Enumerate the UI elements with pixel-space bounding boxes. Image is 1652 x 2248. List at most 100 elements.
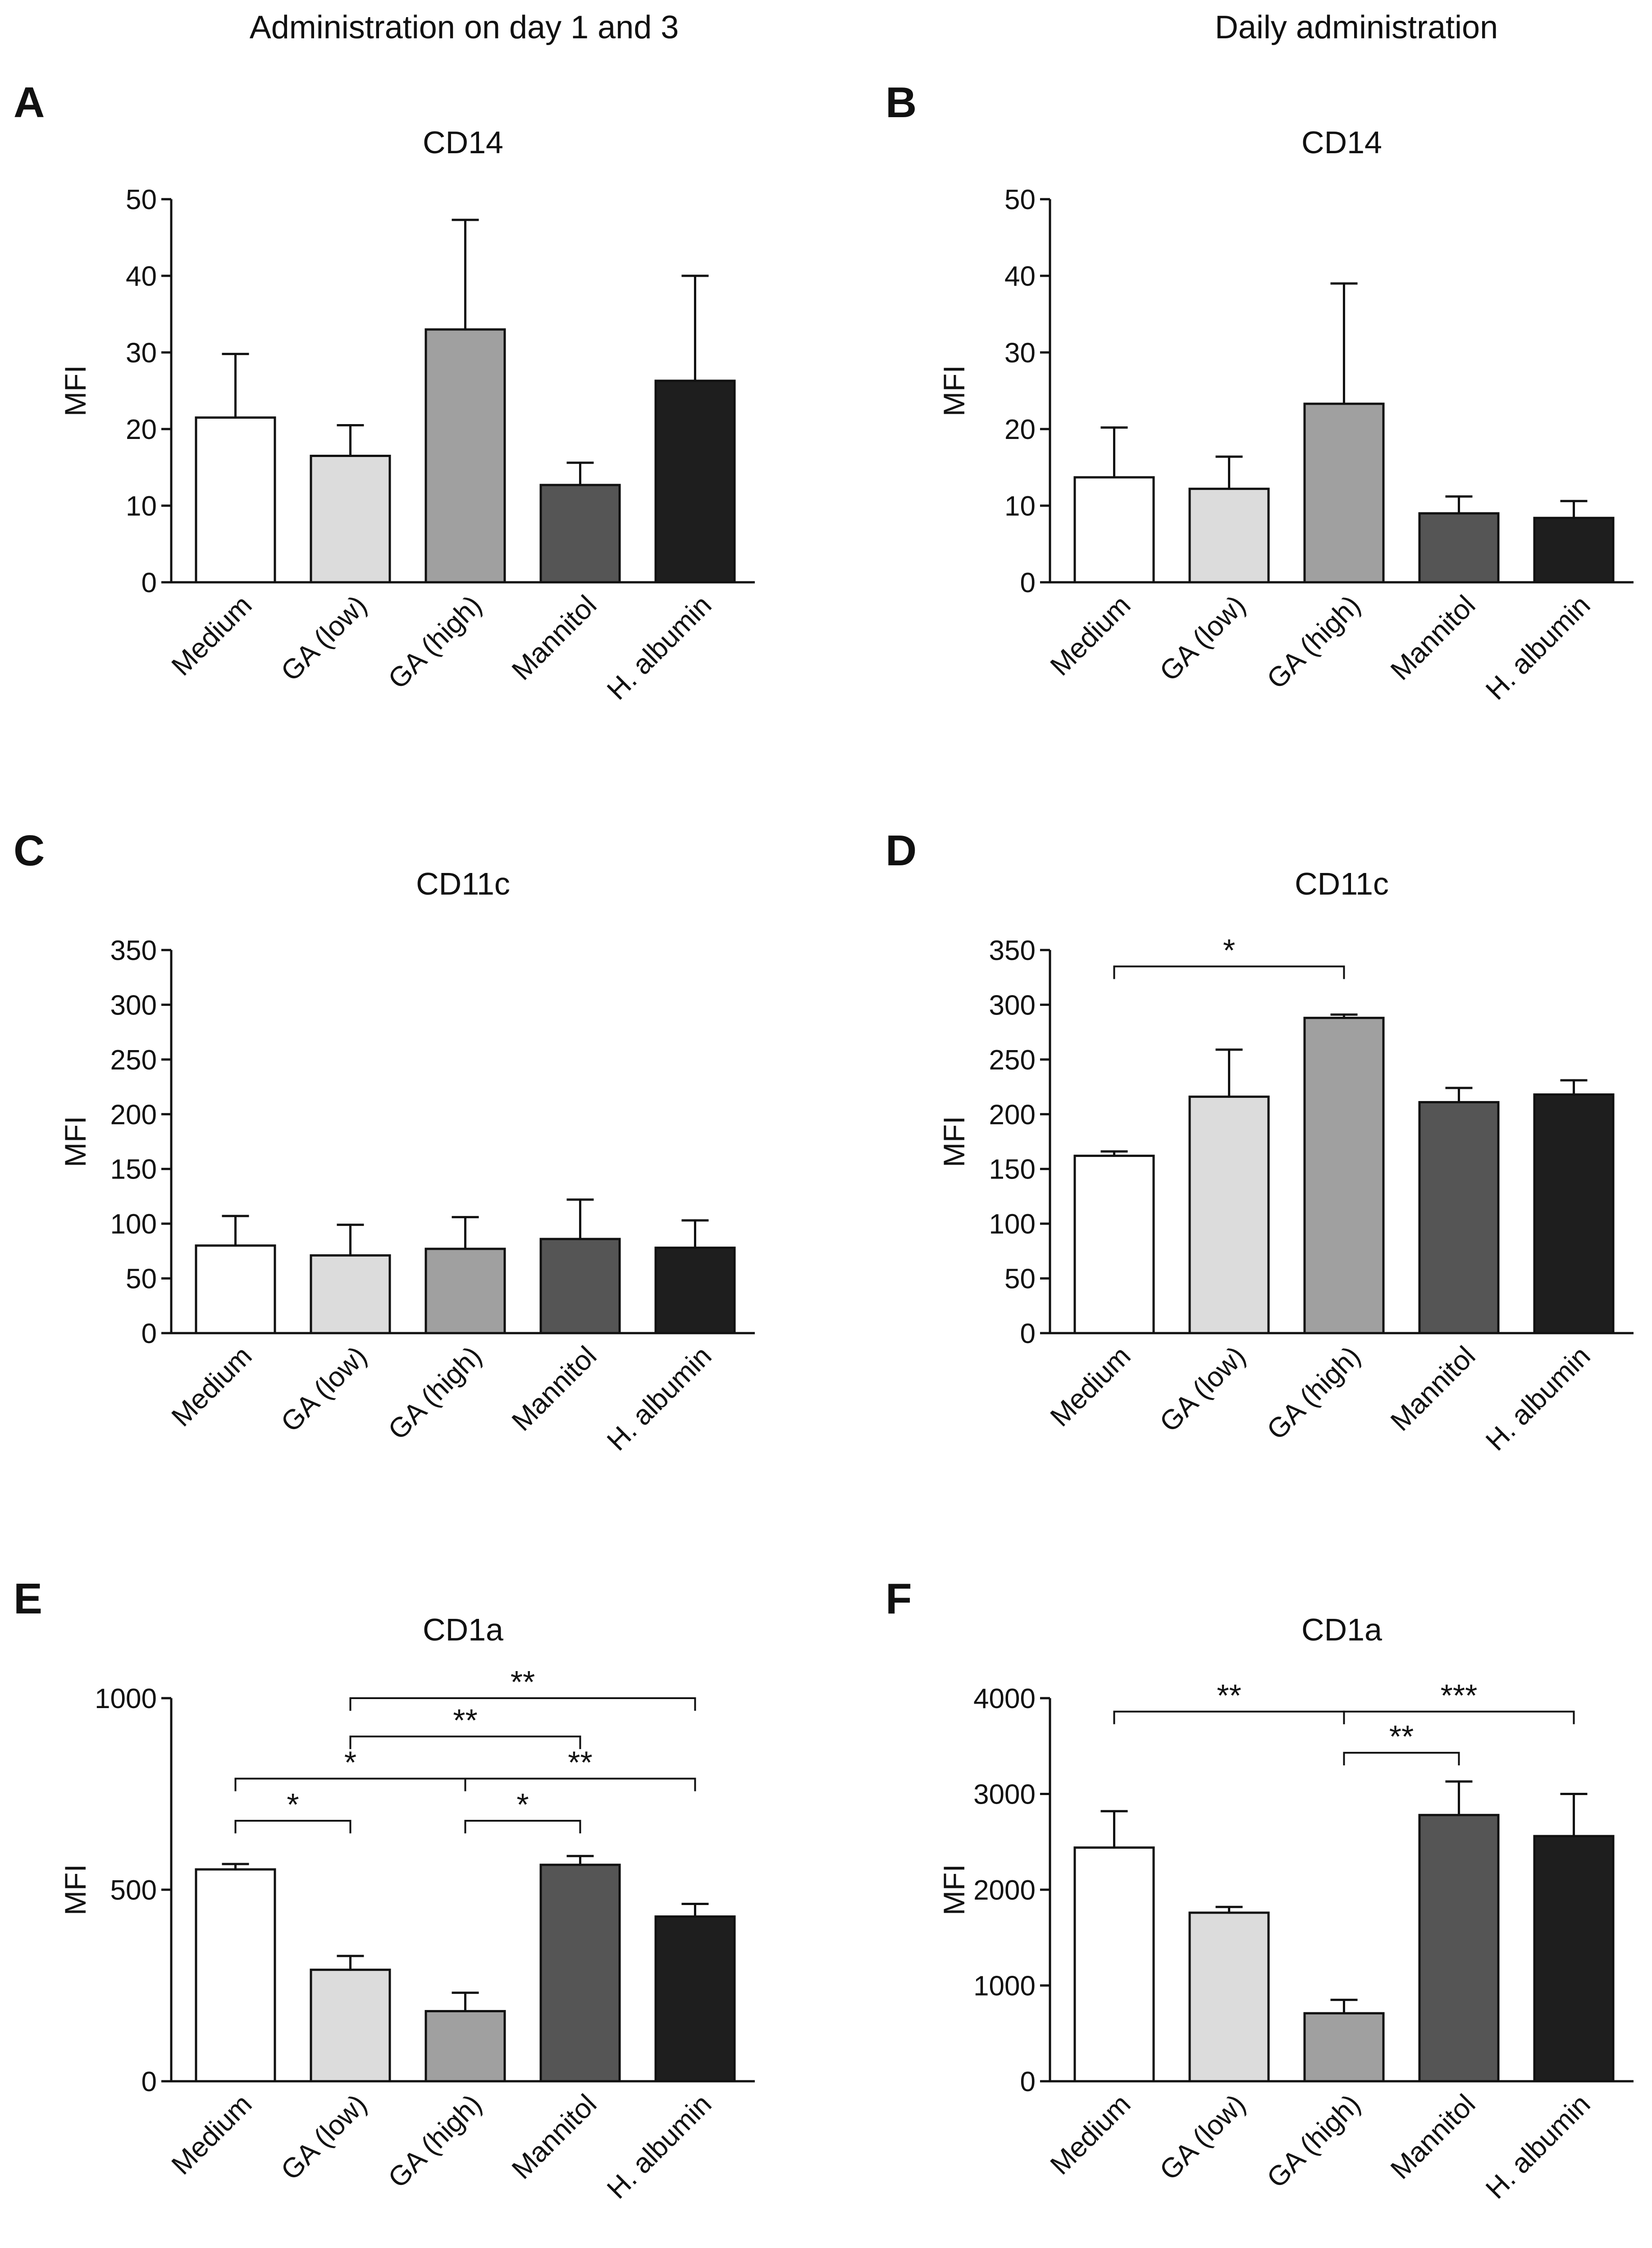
significance-bracket bbox=[349, 1736, 581, 1749]
y-axis-label: MFI bbox=[937, 1116, 971, 1167]
x-tick-label: Mannitol bbox=[1385, 1340, 1482, 1437]
bar-mannitol bbox=[1418, 1814, 1500, 2083]
bar-h-albumin bbox=[654, 1247, 736, 1334]
y-tick-label: 4000 bbox=[973, 1683, 1036, 1714]
y-tick-label: 100 bbox=[989, 1209, 1036, 1240]
significance-bracket bbox=[234, 1777, 466, 1791]
x-tick-label: Mannitol bbox=[506, 589, 603, 686]
x-tick-label: GA (high) bbox=[382, 589, 488, 695]
bar-mannitol bbox=[1418, 1101, 1500, 1334]
bar-ga-high- bbox=[1303, 2012, 1385, 2083]
y-tick-label: 1000 bbox=[973, 1971, 1036, 2002]
bar-ga-high- bbox=[424, 328, 506, 584]
x-tick-label: Mannitol bbox=[1385, 2088, 1482, 2185]
bar-h-albumin bbox=[654, 379, 736, 584]
y-tick-label: 0 bbox=[1020, 567, 1036, 599]
chart-title: CD11c bbox=[416, 866, 510, 901]
y-tick-label: 150 bbox=[989, 1154, 1036, 1185]
y-tick-label: 10 bbox=[126, 491, 157, 522]
x-tick-label: GA (high) bbox=[382, 1340, 488, 1446]
y-tick-label: 200 bbox=[110, 1099, 157, 1130]
panel-letter: F bbox=[885, 1575, 912, 1623]
column-header-left: Administration on day 1 and 3 bbox=[249, 9, 679, 46]
bar-mannitol bbox=[539, 1238, 621, 1334]
significance-bracket bbox=[1343, 1752, 1460, 1766]
x-tick-label: Mannitol bbox=[506, 2088, 603, 2185]
x-tick-label: Medium bbox=[166, 2088, 258, 2181]
significance-bracket bbox=[1113, 1710, 1345, 1724]
panel-letter: A bbox=[14, 78, 45, 127]
panel-letter: D bbox=[885, 827, 917, 875]
panel-letter: E bbox=[14, 1575, 42, 1623]
chart-panel-a: A CD14 MFI 0 10 20 30 40 50 Medium GA (low) GA (hig… bbox=[14, 78, 755, 706]
chart-panel-e: E CD1a MFI 0 500 1000 Medium GA (low) GA (high) M… bbox=[14, 1575, 755, 2205]
bar-ga-low- bbox=[310, 1969, 391, 2083]
x-tick-label: GA (low) bbox=[1154, 2088, 1252, 2186]
significance-bracket bbox=[1113, 965, 1345, 979]
bar-ga-low- bbox=[310, 1254, 391, 1334]
y-axis-label: MFI bbox=[937, 365, 971, 416]
bar-mannitol bbox=[539, 1864, 621, 2083]
significance-label: * bbox=[287, 1787, 299, 1822]
y-tick-label: 30 bbox=[1004, 338, 1036, 369]
y-tick-label: 250 bbox=[989, 1045, 1036, 1076]
x-tick-label: GA (low) bbox=[1154, 1340, 1252, 1438]
y-tick-label: 50 bbox=[1004, 1264, 1036, 1295]
x-tick-label: GA (high) bbox=[382, 2088, 488, 2194]
x-tick-label: Medium bbox=[166, 589, 258, 682]
y-tick-label: 20 bbox=[1004, 414, 1036, 445]
y-axis-label: MFI bbox=[59, 1116, 92, 1167]
bar-ga-low- bbox=[1188, 1095, 1270, 1334]
significance-label: *** bbox=[1441, 1678, 1478, 1713]
chart-panel-f: F CD1a MFI 0 1000 2000 3000 4000 Medium GA (low) G… bbox=[885, 1575, 1634, 2205]
bar-ga-low- bbox=[310, 455, 391, 584]
bar-medium bbox=[195, 416, 276, 584]
y-tick-label: 3000 bbox=[973, 1779, 1036, 1810]
bar-mannitol bbox=[1418, 512, 1500, 584]
y-tick-label: 20 bbox=[126, 414, 157, 445]
chart-title: CD14 bbox=[423, 125, 503, 160]
y-tick-label: 50 bbox=[126, 184, 157, 215]
significance-bracket bbox=[1343, 1710, 1575, 1724]
y-tick-label: 0 bbox=[1020, 2066, 1036, 2097]
x-tick-label: H. albumin bbox=[601, 1340, 717, 1457]
y-tick-label: 40 bbox=[1004, 261, 1036, 292]
significance-bracket bbox=[234, 1820, 351, 1833]
significance-label: ** bbox=[511, 1664, 535, 1700]
x-tick-label: GA (low) bbox=[275, 1340, 373, 1438]
y-axis-label: MFI bbox=[937, 1864, 971, 1915]
y-tick-label: 0 bbox=[141, 567, 157, 599]
y-tick-label: 10 bbox=[1004, 491, 1036, 522]
y-tick-label: 200 bbox=[989, 1099, 1036, 1130]
x-tick-label: Medium bbox=[1045, 1340, 1137, 1433]
significance-label: * bbox=[1223, 932, 1235, 968]
bar-medium bbox=[1073, 1155, 1155, 1334]
bar-mannitol bbox=[539, 484, 621, 584]
x-tick-label: H. albumin bbox=[1480, 589, 1596, 706]
significance-label: ** bbox=[1389, 1719, 1414, 1754]
y-tick-label: 500 bbox=[110, 1875, 157, 1906]
bar-h-albumin bbox=[1533, 516, 1615, 584]
y-tick-label: 100 bbox=[110, 1209, 157, 1240]
chart-title: CD1a bbox=[1301, 1612, 1382, 1647]
y-tick-label: 0 bbox=[141, 1318, 157, 1349]
panel-letter: C bbox=[14, 827, 45, 875]
x-tick-label: GA (low) bbox=[275, 2088, 373, 2186]
bar-ga-high- bbox=[1303, 402, 1385, 584]
chart-title: CD11c bbox=[1295, 866, 1389, 901]
bar-h-albumin bbox=[654, 1915, 736, 2083]
x-tick-label: GA (low) bbox=[1154, 589, 1252, 687]
y-tick-label: 300 bbox=[989, 990, 1036, 1021]
chart-panel-b: B CD14 MFI 0 10 20 30 40 50 Medium GA (low) GA (hig… bbox=[885, 78, 1634, 706]
bar-medium bbox=[195, 1868, 276, 2083]
y-axis-label: MFI bbox=[59, 365, 92, 416]
significance-bracket bbox=[464, 1777, 696, 1791]
x-tick-label: GA (high) bbox=[1261, 2088, 1366, 2194]
significance-label: * bbox=[344, 1745, 356, 1780]
y-tick-label: 300 bbox=[110, 990, 157, 1021]
significance-label: ** bbox=[568, 1745, 592, 1780]
y-tick-label: 50 bbox=[126, 1264, 157, 1295]
y-tick-label: 1000 bbox=[95, 1683, 157, 1714]
